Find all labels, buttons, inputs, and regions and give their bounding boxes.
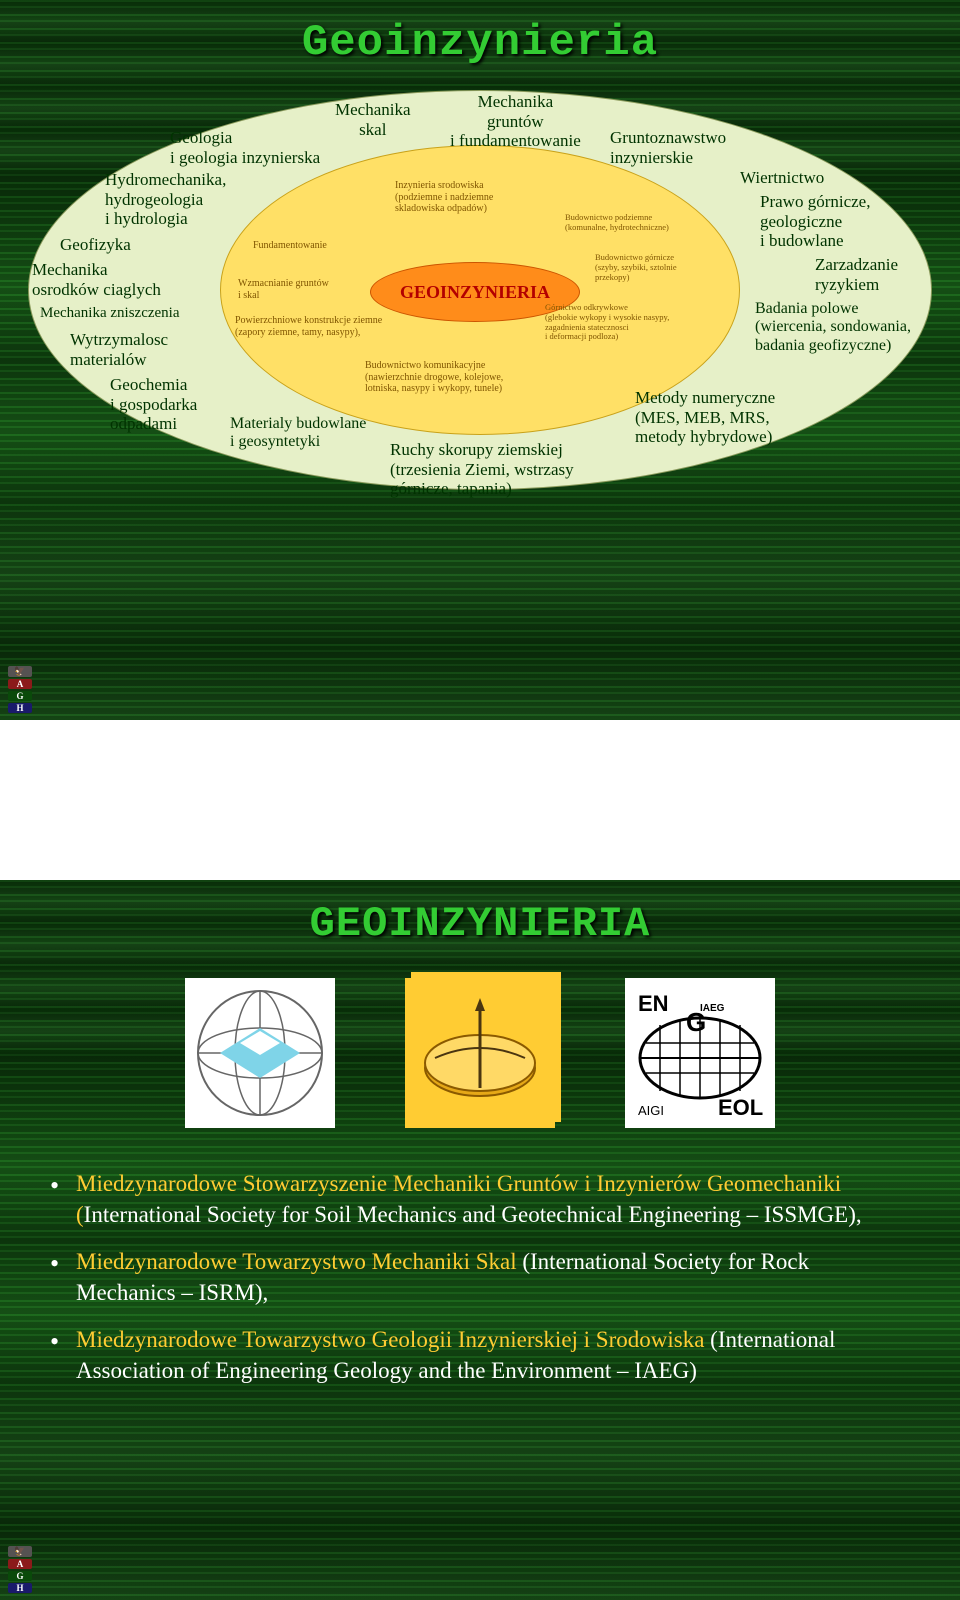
bullet-2: Miedzynarodowe Towarzystwo Mechaniki Ska… [50,1246,910,1308]
lbl-wiert: Wiertnictwo [740,168,824,188]
lbl-wzmac: Wzmacnianie gruntówi skal [238,278,329,301]
logo-iaeg: EN IAEG G AIGI EOL [625,978,775,1128]
lbl-grunto: Gruntoznawstwoinzynierskie [610,128,726,167]
lbl-mechskal: Mechanikaskal [335,100,411,139]
lbl-budpodz: Budownictwo podziemne(komunalne, hydrote… [565,213,669,233]
org2: Miedzynarodowe Towarzystwo Mechaniki Ska… [76,1249,522,1274]
lbl-powk: Powierzchniowe konstrukcje ziemne(zapory… [235,315,382,338]
lbl-gornodkr: Górnictwo odkrywkowe(glebokie wykopy i w… [545,303,669,342]
slide-2: GEOINZYNIERIA EN [0,880,960,1600]
logo-issmge [185,978,335,1128]
svg-text:EOL: EOL [718,1095,763,1120]
bullet-1: Miedzynarodowe Stowarzyszenie Mechaniki … [50,1168,910,1230]
lbl-mechgrunt: Mechanikagruntówi fundamentowanie [450,92,581,151]
slide-1: Geoinzynieria GEOINZYNIERIA Geologiai ge… [0,0,960,720]
lbl-hydro: Hydromechanika,hydrogeologiai hydrologia [105,170,226,229]
lbl-wytrz: Wytrzymaloscmaterialów [70,330,168,369]
lbl-prawo: Prawo górnicze,geologicznei budowlane [760,192,870,251]
badge-icon: 🦅 A G H [8,666,32,712]
lbl-mechosr: Mechanikaosrodków ciaglych [32,260,161,299]
logo-isrm [405,978,555,1128]
lbl-badania: Badania polowe(wiercenia, sondowania,bad… [755,300,911,355]
gap [0,720,960,880]
lbl-geochem: Geochemiai gospodarkaodpadami [110,375,197,434]
svg-text:AIGI: AIGI [638,1103,664,1118]
lbl-metody: Metody numeryczne(MES, MEB, MRS,metody h… [635,388,775,447]
lbl-ruchy: Ruchy skorupy ziemskiej(trzesienia Ziemi… [390,440,574,499]
org3: Miedzynarodowe Towarzystwo Geologii Inzy… [76,1327,710,1352]
lbl-mechznisz: Mechanika zniszczenia [40,305,180,322]
svg-text:EN: EN [638,991,669,1016]
lbl-geologia: Geologiai geologia inzynierska [170,128,320,167]
slide1-title: Geoinzynieria [0,0,960,68]
lbl-zarz: Zarzadzanieryzykiem [815,255,898,294]
lbl-inzsrod: Inzynieria srodowiska(podziemne i nadzie… [395,180,493,215]
badge-icon-2: 🦅 A G H [8,1546,32,1592]
logos-row: EN IAEG G AIGI EOL [0,978,960,1128]
lbl-geofizyka: Geofizyka [60,235,131,255]
lbl-fund: Fundamentowanie [253,240,327,252]
lbl-budgorn: Budownictwo górnicze(szyby, szybiki, szt… [595,253,677,282]
lbl-budkom: Budownictwo komunikacyjne(nawierzchnie d… [365,360,503,395]
bullet-3: Miedzynarodowe Towarzystwo Geologii Inzy… [50,1324,910,1386]
bullet-list: Miedzynarodowe Stowarzyszenie Mechaniki … [50,1168,910,1386]
slide2-title: GEOINZYNIERIA [0,880,960,948]
svg-text:G: G [686,1007,706,1037]
rest1: International Society for Soil Mechanics… [84,1202,862,1227]
lbl-matbud: Materialy budowlanei geosyntetyki [230,415,366,452]
